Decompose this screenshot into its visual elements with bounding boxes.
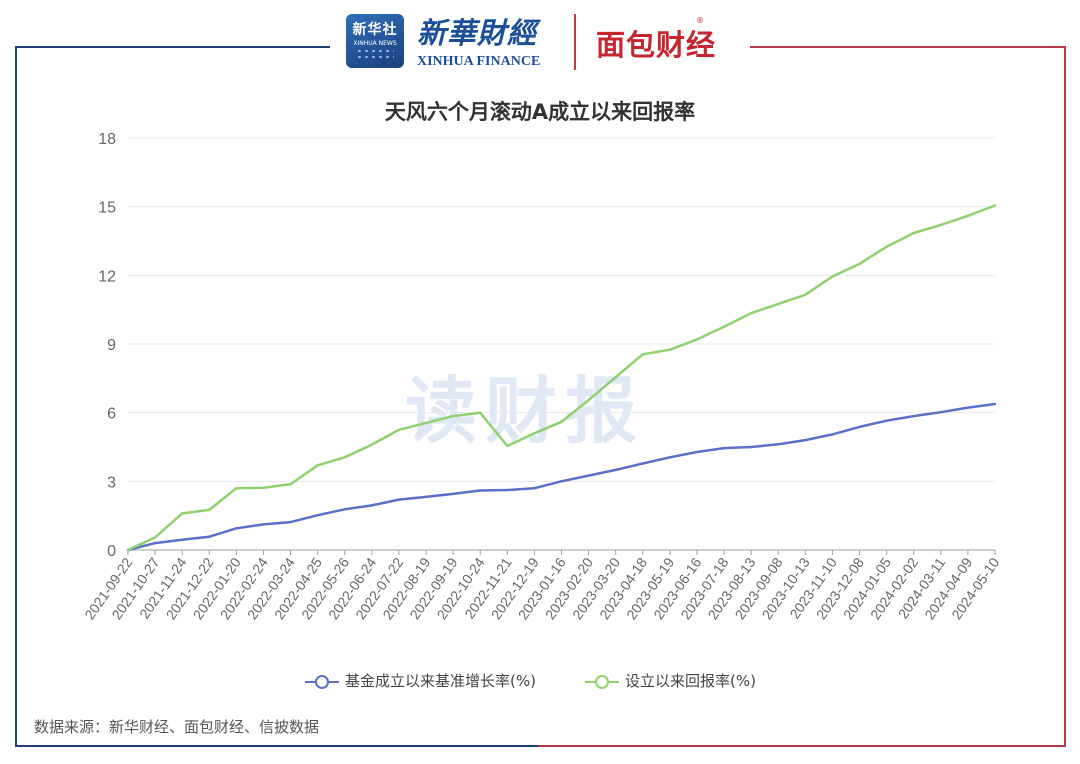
y-tick-label: 0 [107, 543, 116, 560]
data-point [126, 548, 130, 552]
data-point [993, 402, 997, 406]
legend-item-benchmark[interactable]: 基金成立以来基准增长率(%) [305, 670, 536, 691]
data-point [370, 443, 374, 446]
legend-label-fund: 设立以来回报率(%) [625, 672, 756, 690]
frame-right [538, 46, 1066, 747]
data-point [479, 411, 482, 414]
data-point [939, 411, 943, 414]
data-source-note: 数据来源：新华财经、面包财经、信披数据 [34, 718, 320, 736]
data-point [506, 488, 509, 492]
data-point [695, 338, 699, 341]
data-point [966, 406, 970, 409]
xinhua-news-logo: 新华社 XINHUA NEWS [346, 14, 404, 68]
data-point [235, 487, 238, 490]
series-line-fund [126, 204, 997, 552]
data-point [180, 512, 184, 515]
data-point [912, 231, 915, 235]
data-point [587, 474, 590, 477]
legend-label-benchmark: 基金成立以来基准增长率(%) [345, 672, 536, 690]
data-point [262, 523, 265, 526]
data-point [208, 535, 211, 538]
logo-divider [574, 14, 576, 70]
data-point [614, 468, 617, 472]
data-point [343, 508, 346, 511]
data-point [831, 433, 834, 436]
data-point [397, 498, 401, 501]
y-tick-label: 15 [98, 200, 116, 217]
data-point [153, 541, 157, 545]
data-point [506, 444, 509, 448]
data-point [641, 353, 644, 356]
data-point [804, 438, 807, 442]
data-point [668, 456, 672, 459]
network-dots-icon [356, 48, 394, 60]
data-point [533, 432, 536, 435]
data-point [316, 464, 319, 467]
data-point [804, 293, 807, 296]
data-point [397, 428, 401, 432]
data-point [749, 311, 753, 315]
xinhua-finance-logo-cn: 新華財經 [417, 16, 538, 50]
data-point [641, 462, 644, 465]
data-point [695, 450, 699, 454]
data-point [208, 508, 211, 512]
data-point [289, 482, 292, 486]
y-tick-label: 12 [98, 268, 116, 285]
legend-item-fund[interactable]: 设立以来回报率(%) [585, 670, 756, 691]
xinhua-finance-logo-en: XINHUA FINANCE [417, 54, 541, 69]
xinhua-badge-en: XINHUA NEWS [353, 40, 397, 47]
data-point [777, 443, 780, 446]
data-point [289, 520, 292, 524]
xinhua-badge-cn: 新华社 [352, 22, 398, 38]
data-point [343, 456, 346, 459]
data-point [533, 487, 536, 490]
y-tick-label: 3 [107, 474, 116, 491]
data-point [614, 375, 617, 379]
data-point [451, 414, 455, 418]
data-point [993, 204, 997, 207]
series-line-benchmark [126, 402, 997, 552]
data-point [370, 504, 374, 507]
data-point [966, 214, 970, 218]
y-tick-label: 6 [107, 406, 116, 423]
legend-marker-fund [585, 674, 619, 689]
data-point [153, 536, 157, 539]
y-tick-label: 18 [98, 131, 116, 148]
data-point [424, 495, 428, 499]
data-point [451, 492, 455, 496]
data-point [885, 245, 888, 248]
data-point [939, 223, 943, 227]
data-point [560, 420, 563, 424]
data-point [777, 302, 780, 306]
data-point [858, 262, 861, 266]
frame-left [15, 46, 538, 747]
data-point [560, 480, 563, 483]
data-point [424, 421, 428, 425]
y-tick-label: 9 [107, 337, 116, 354]
data-point [262, 486, 265, 489]
legend-marker-benchmark [305, 674, 339, 689]
data-point [316, 514, 319, 517]
data-point [858, 425, 861, 429]
data-point [479, 489, 482, 492]
data-point [235, 527, 238, 530]
registered-mark: ® [696, 16, 704, 25]
data-point [668, 348, 672, 351]
data-point [722, 325, 726, 329]
data-point [749, 445, 753, 449]
data-point [722, 446, 726, 450]
data-point [180, 538, 184, 541]
data-point [587, 398, 590, 402]
chart-title: 天风六个月滚动A成立以来回报率 [384, 100, 696, 124]
data-point [831, 275, 834, 278]
data-point [912, 414, 915, 418]
data-point [885, 419, 888, 422]
mianbao-finance-logo: 面包财经 [596, 28, 717, 62]
